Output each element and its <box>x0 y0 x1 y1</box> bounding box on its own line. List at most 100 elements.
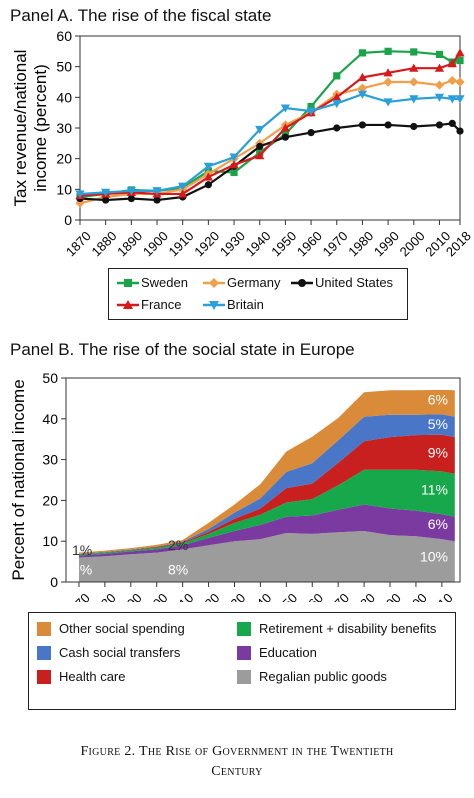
panel-a-chart: 0 10 20 30 40 50 60 187018801890190019101920193… <box>11 28 474 259</box>
figure-caption: Figure 2. The Rise of Government in the … <box>0 742 474 782</box>
panel-a-xtick-label: 1980 <box>345 228 376 259</box>
panel-a-xtick-label: 2018 <box>443 228 474 259</box>
point-britain <box>434 93 445 102</box>
panel-a-xtick-label: 1930 <box>217 228 248 259</box>
panel-b-xtick-label: 1940 <box>243 590 274 602</box>
caption-line-1: Figure 2. The Rise of Government in the … <box>80 744 394 759</box>
panel-a-ylabel-2: income (percent) <box>31 64 50 192</box>
panel-a-title: Panel A. The rise of the fiscal state <box>10 6 272 25</box>
point-britain <box>75 190 85 199</box>
panel-a-xtick-label: 1950 <box>268 228 299 259</box>
point-us <box>435 121 444 129</box>
panel-a-xtick-label: 1920 <box>191 228 222 259</box>
legend-france-label: France <box>141 297 182 312</box>
panel-b-annotation: 5% <box>428 416 448 432</box>
point-france <box>229 160 239 169</box>
point-germany <box>434 80 445 90</box>
panel-b-xtick-label: 2000 <box>399 590 430 602</box>
legend-other-social-label: Other social spending <box>59 621 185 636</box>
panel-b-xtick-label: 1900 <box>140 590 171 602</box>
area-health <box>78 434 455 555</box>
panel-b-xtick-label: 1920 <box>191 590 222 602</box>
point-us <box>333 124 341 132</box>
panel-b-ytick-label: 20 <box>42 492 58 508</box>
panel-a-legend: Sweden Germany United States France Brit… <box>108 268 408 320</box>
panel-b-xtick-label: 1950 <box>269 590 300 602</box>
panel-a-xtick-label: 1910 <box>166 228 197 259</box>
point-britain <box>409 95 419 104</box>
point-germany <box>447 75 457 86</box>
legend-health-label: Health care <box>59 669 126 684</box>
legend-other-social: Other social spending <box>37 621 185 636</box>
panel-b-xtick-label: 1980 <box>347 590 378 602</box>
legend-retirement-label: Retirement + disability benefits <box>259 621 437 636</box>
panel-a-xtick-label: 1890 <box>114 228 145 259</box>
point-us <box>358 121 367 129</box>
point-us <box>281 133 290 141</box>
panel-b-xtick-label: 1870 <box>62 590 93 602</box>
panel-a-ytick-label: 0 <box>64 212 72 228</box>
area-other_social <box>78 389 455 554</box>
point-britain <box>101 188 111 197</box>
series-line-france <box>79 52 461 197</box>
panel-b-annotation: 10% <box>420 549 448 565</box>
point-britain <box>152 187 162 196</box>
point-britain <box>126 187 136 196</box>
panel-b-title: Panel B. The rise of the social state in… <box>10 340 355 359</box>
panel-a-xtick-label: 1960 <box>294 228 325 259</box>
point-us <box>448 119 456 127</box>
point-britain <box>383 98 393 107</box>
panel-b-xtick-label: 1890 <box>114 590 145 602</box>
panel-a-xtick-label: 1990 <box>371 228 402 259</box>
point-us <box>102 196 110 204</box>
legend-united-states: United States <box>289 275 393 290</box>
panel-b-xtick-label: 1960 <box>295 590 326 602</box>
point-sweden <box>358 49 367 57</box>
point-france <box>383 68 393 77</box>
legend-cash-transfers: Cash social transfers <box>37 645 180 660</box>
panel-a-xtick-label: 1970 <box>320 228 351 259</box>
point-france <box>455 48 465 57</box>
point-us <box>456 127 464 135</box>
panel-b-annotation: 2% <box>168 537 188 553</box>
panel-b-annotation: 6% <box>428 516 448 532</box>
panel-a-ytick-label: 40 <box>56 89 72 105</box>
point-sweden <box>384 47 392 55</box>
point-sweden <box>230 168 238 177</box>
panel-b-ytick-label: 30 <box>42 452 58 468</box>
panel-b-ytick-label: 0 <box>50 574 58 590</box>
point-france <box>280 123 291 132</box>
legend-cash-transfers-label: Cash social transfers <box>59 645 181 660</box>
panel-b-ytick-label: 40 <box>42 411 58 427</box>
point-france <box>409 63 419 72</box>
panel-a-ytick-label: 50 <box>56 59 72 75</box>
point-sweden <box>333 72 341 80</box>
point-germany <box>455 77 465 87</box>
point-us <box>307 129 315 137</box>
point-britain <box>357 90 368 99</box>
point-britain <box>203 162 213 171</box>
series-line-sweden <box>79 50 461 199</box>
panel-a-xtick-label: 1940 <box>243 228 274 259</box>
panel-a-ytick-label: 30 <box>56 120 72 136</box>
point-britain <box>455 95 465 104</box>
legend-united-states-label: United States <box>315 275 394 290</box>
panel-b-xtick-label: 1990 <box>373 590 404 602</box>
panel-b-ytick-label: 50 <box>42 370 58 386</box>
point-france <box>332 92 342 101</box>
point-us <box>127 194 135 203</box>
point-sweden <box>435 50 444 58</box>
panel-b-ytick-label: 10 <box>42 533 58 549</box>
point-france <box>178 189 188 198</box>
point-france <box>434 63 445 72</box>
panel-a-xtick-label: 1870 <box>63 228 94 259</box>
panel-b-annotation: 8% <box>168 562 188 578</box>
point-britain <box>229 153 239 162</box>
panel-a-xtick-label: 1880 <box>89 228 120 259</box>
area-cash_transfers <box>78 414 455 554</box>
point-us <box>204 181 212 189</box>
point-sweden <box>307 102 315 111</box>
legend-britain-label: Britain <box>227 297 264 312</box>
panel-a-xtick-label: 2000 <box>397 228 428 259</box>
point-britain <box>332 99 342 109</box>
